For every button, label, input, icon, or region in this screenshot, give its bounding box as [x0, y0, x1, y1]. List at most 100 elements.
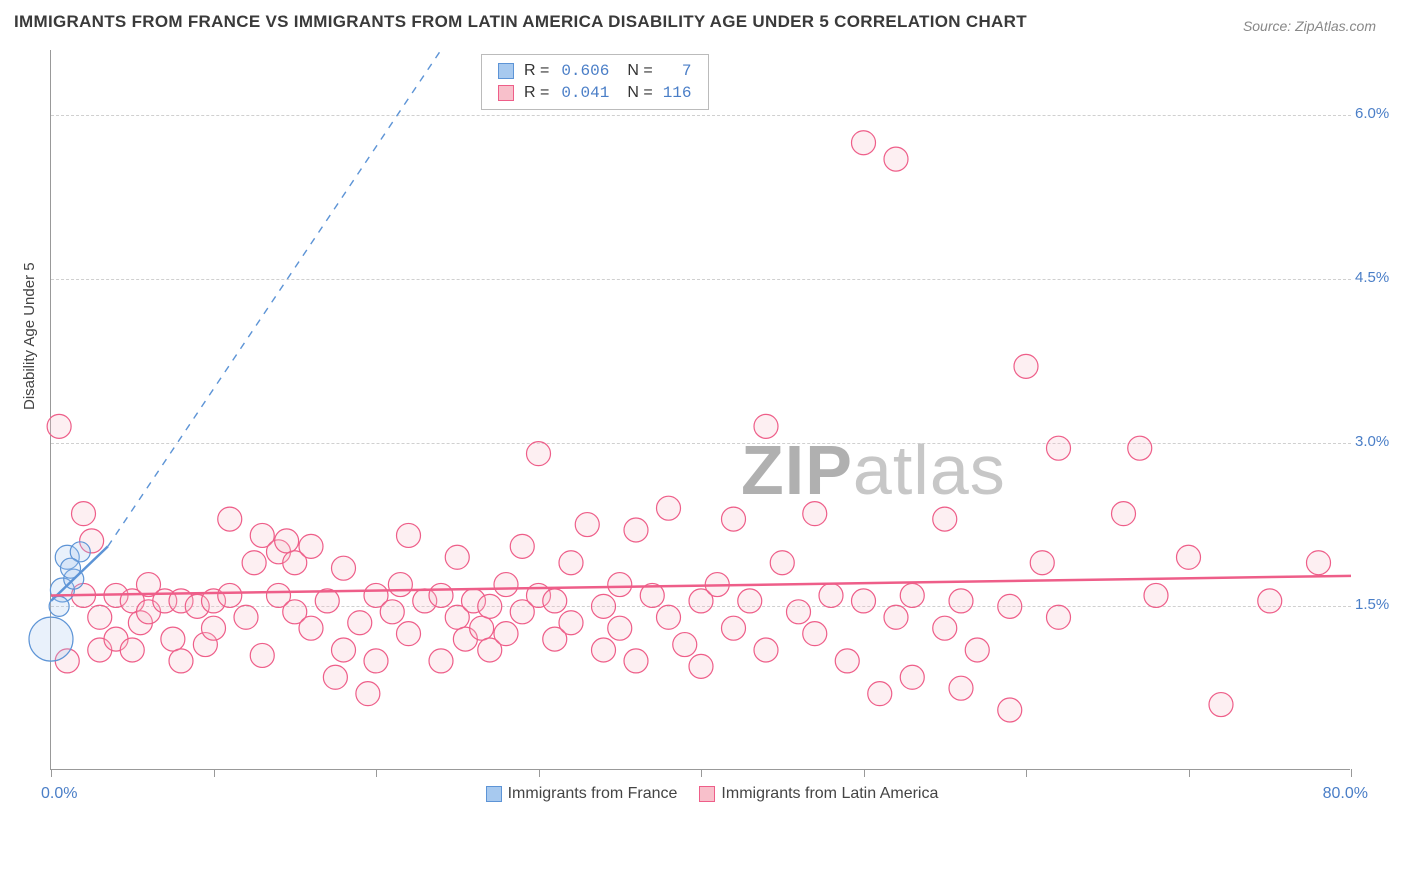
bottom-legend: Immigrants from France Immigrants from La… — [51, 785, 1351, 803]
data-point — [787, 600, 811, 624]
data-point — [754, 414, 778, 438]
data-point — [884, 147, 908, 171]
data-point — [1112, 502, 1136, 526]
data-point — [1307, 551, 1331, 575]
data-point — [884, 605, 908, 629]
data-point — [356, 682, 380, 706]
data-point — [218, 507, 242, 531]
data-point — [429, 583, 453, 607]
plot-area: 1.5%3.0%4.5%6.0% Disability Age Under 5 … — [50, 50, 1350, 770]
data-point — [722, 616, 746, 640]
x-tick — [539, 769, 540, 777]
legend-row: R =0.041N =116 — [494, 83, 696, 103]
data-point — [332, 638, 356, 662]
data-point — [624, 649, 648, 673]
x-tick — [1351, 769, 1352, 777]
data-point — [527, 442, 551, 466]
data-point — [494, 622, 518, 646]
legend-r-label: R = — [520, 61, 553, 81]
data-point — [429, 649, 453, 673]
data-point — [608, 616, 632, 640]
data-point — [234, 605, 258, 629]
data-point — [819, 583, 843, 607]
data-point — [1014, 354, 1038, 378]
y-tick-label: 4.5% — [1355, 269, 1405, 286]
data-point — [933, 616, 957, 640]
legend-n-value: 7 — [659, 61, 696, 81]
legend-swatch — [498, 63, 514, 79]
x-tick — [864, 769, 865, 777]
data-point — [543, 589, 567, 613]
legend-n-label: N = — [615, 83, 656, 103]
data-point — [348, 611, 372, 635]
data-point — [624, 518, 648, 542]
data-point — [657, 605, 681, 629]
data-point — [299, 616, 323, 640]
data-point — [1258, 589, 1282, 613]
data-point — [470, 616, 494, 640]
data-point — [1030, 551, 1054, 575]
legend-n-label: N = — [615, 61, 656, 81]
x-tick — [376, 769, 377, 777]
data-point — [332, 556, 356, 580]
data-point — [657, 496, 681, 520]
legend-r-value: 0.041 — [555, 83, 613, 103]
x-tick — [214, 769, 215, 777]
legend-n-value: 116 — [659, 83, 696, 103]
correlation-legend-box: R =0.606N =7R =0.041N =116 — [481, 54, 709, 110]
data-point — [47, 414, 71, 438]
legend-series-label: Immigrants from Latin America — [721, 785, 938, 802]
data-point — [510, 534, 534, 558]
x-tick — [701, 769, 702, 777]
data-point — [1177, 545, 1201, 569]
x-tick — [1189, 769, 1190, 777]
data-point — [575, 513, 599, 537]
data-point — [202, 616, 226, 640]
data-point — [364, 649, 388, 673]
data-point — [868, 682, 892, 706]
y-tick-label: 1.5% — [1355, 596, 1405, 613]
data-point — [852, 589, 876, 613]
data-point — [242, 551, 266, 575]
legend-swatch — [699, 786, 715, 802]
data-point — [689, 654, 713, 678]
data-point — [29, 617, 73, 661]
scatter-svg — [51, 50, 1351, 770]
y-axis-label: Disability Age Under 5 — [21, 262, 38, 410]
data-point — [900, 665, 924, 689]
data-point — [169, 649, 193, 673]
legend-swatch — [486, 786, 502, 802]
data-point — [445, 545, 469, 569]
legend-row: R =0.606N =7 — [494, 61, 696, 81]
plot-container: 1.5%3.0%4.5%6.0% Disability Age Under 5 … — [50, 50, 1380, 810]
legend-series-label: Immigrants from France — [508, 785, 678, 802]
data-point — [852, 131, 876, 155]
data-point — [299, 534, 323, 558]
x-tick — [1026, 769, 1027, 777]
data-point — [1047, 436, 1071, 460]
data-point — [608, 573, 632, 597]
data-point — [949, 589, 973, 613]
data-point — [835, 649, 859, 673]
legend-r-label: R = — [520, 83, 553, 103]
data-point — [949, 676, 973, 700]
data-point — [673, 633, 697, 657]
data-point — [998, 594, 1022, 618]
data-point — [1144, 583, 1168, 607]
data-point — [478, 594, 502, 618]
y-tick-label: 3.0% — [1355, 433, 1405, 450]
trend-line-extrapolated — [108, 50, 441, 546]
data-point — [380, 600, 404, 624]
data-point — [738, 589, 762, 613]
data-point — [388, 573, 412, 597]
data-point — [900, 583, 924, 607]
data-point — [965, 638, 989, 662]
data-point — [770, 551, 794, 575]
data-point — [161, 627, 185, 651]
data-point — [275, 529, 299, 553]
data-point — [397, 523, 421, 547]
data-point — [1047, 605, 1071, 629]
data-point — [803, 502, 827, 526]
legend-swatch — [498, 85, 514, 101]
data-point — [592, 594, 616, 618]
